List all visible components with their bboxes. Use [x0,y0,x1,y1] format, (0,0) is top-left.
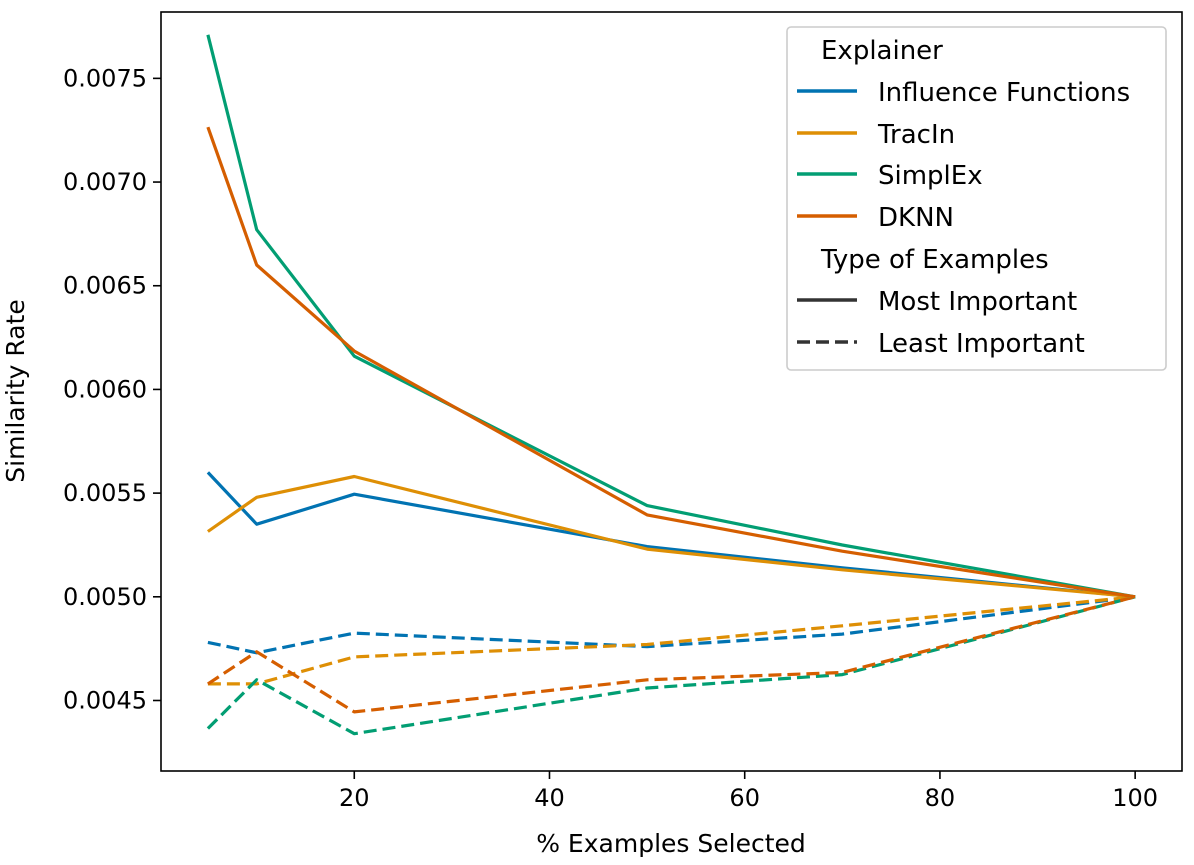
y-tick-label: 0.0055 [63,479,147,507]
series-line-influence-functions-most-important [206,471,1136,599]
series-line-simplex-most-important [206,34,1136,599]
series-line-influence-functions-least-important [207,595,1136,655]
legend-frame [786,26,1167,371]
y-axis: 0.0045 0.0050 0.0055 0.0060 0.0065 0.0070 0.00… [63,64,161,714]
legend-label-dknn: DKNN [878,203,954,233]
series-line-dknn-most-important [206,126,1136,599]
y-tick-label: 0.0065 [63,272,147,300]
legend-label-most-important: Most Important [878,287,1077,317]
y-tick-label: 0.0075 [63,64,147,92]
y-tick-label: 0.0045 [63,686,147,714]
x-tick-label: 20 [339,784,370,812]
series-line-tracin-least-important [207,595,1136,686]
legend-label-simplex: SimplEx [878,161,983,191]
series-line-dknn-least-important [207,595,1136,714]
x-tick-label: 40 [534,784,565,812]
legend-hue-title: Explainer [821,36,943,66]
x-tick-label: 100 [1112,784,1158,812]
x-tick-label: 60 [729,784,760,812]
legend-label-tracin: TracIn [877,120,955,150]
series-layer [206,34,1136,736]
legend-label-least-important: Least Important [878,329,1085,359]
plot-frame [160,11,1183,772]
legend-style-title: Type of Examples [820,245,1049,275]
x-tick-label: 80 [925,784,956,812]
y-tick-label: 0.0070 [63,168,147,196]
y-tick-label: 0.0060 [63,375,147,403]
series-line-simplex-least-important [206,595,1136,736]
series-line-tracin-most-important [206,474,1136,599]
x-axis-label: % Examples Selected [536,829,806,858]
legend-label-influence-functions: Influence Functions [878,78,1130,108]
y-tick-label: 0.0050 [63,583,147,611]
x-axis: 20 40 60 80 100 [339,771,1158,812]
legend: Explainer Influence Functions TracIn Sim… [786,26,1167,371]
y-axis-label: Similarity Rate [1,299,30,482]
